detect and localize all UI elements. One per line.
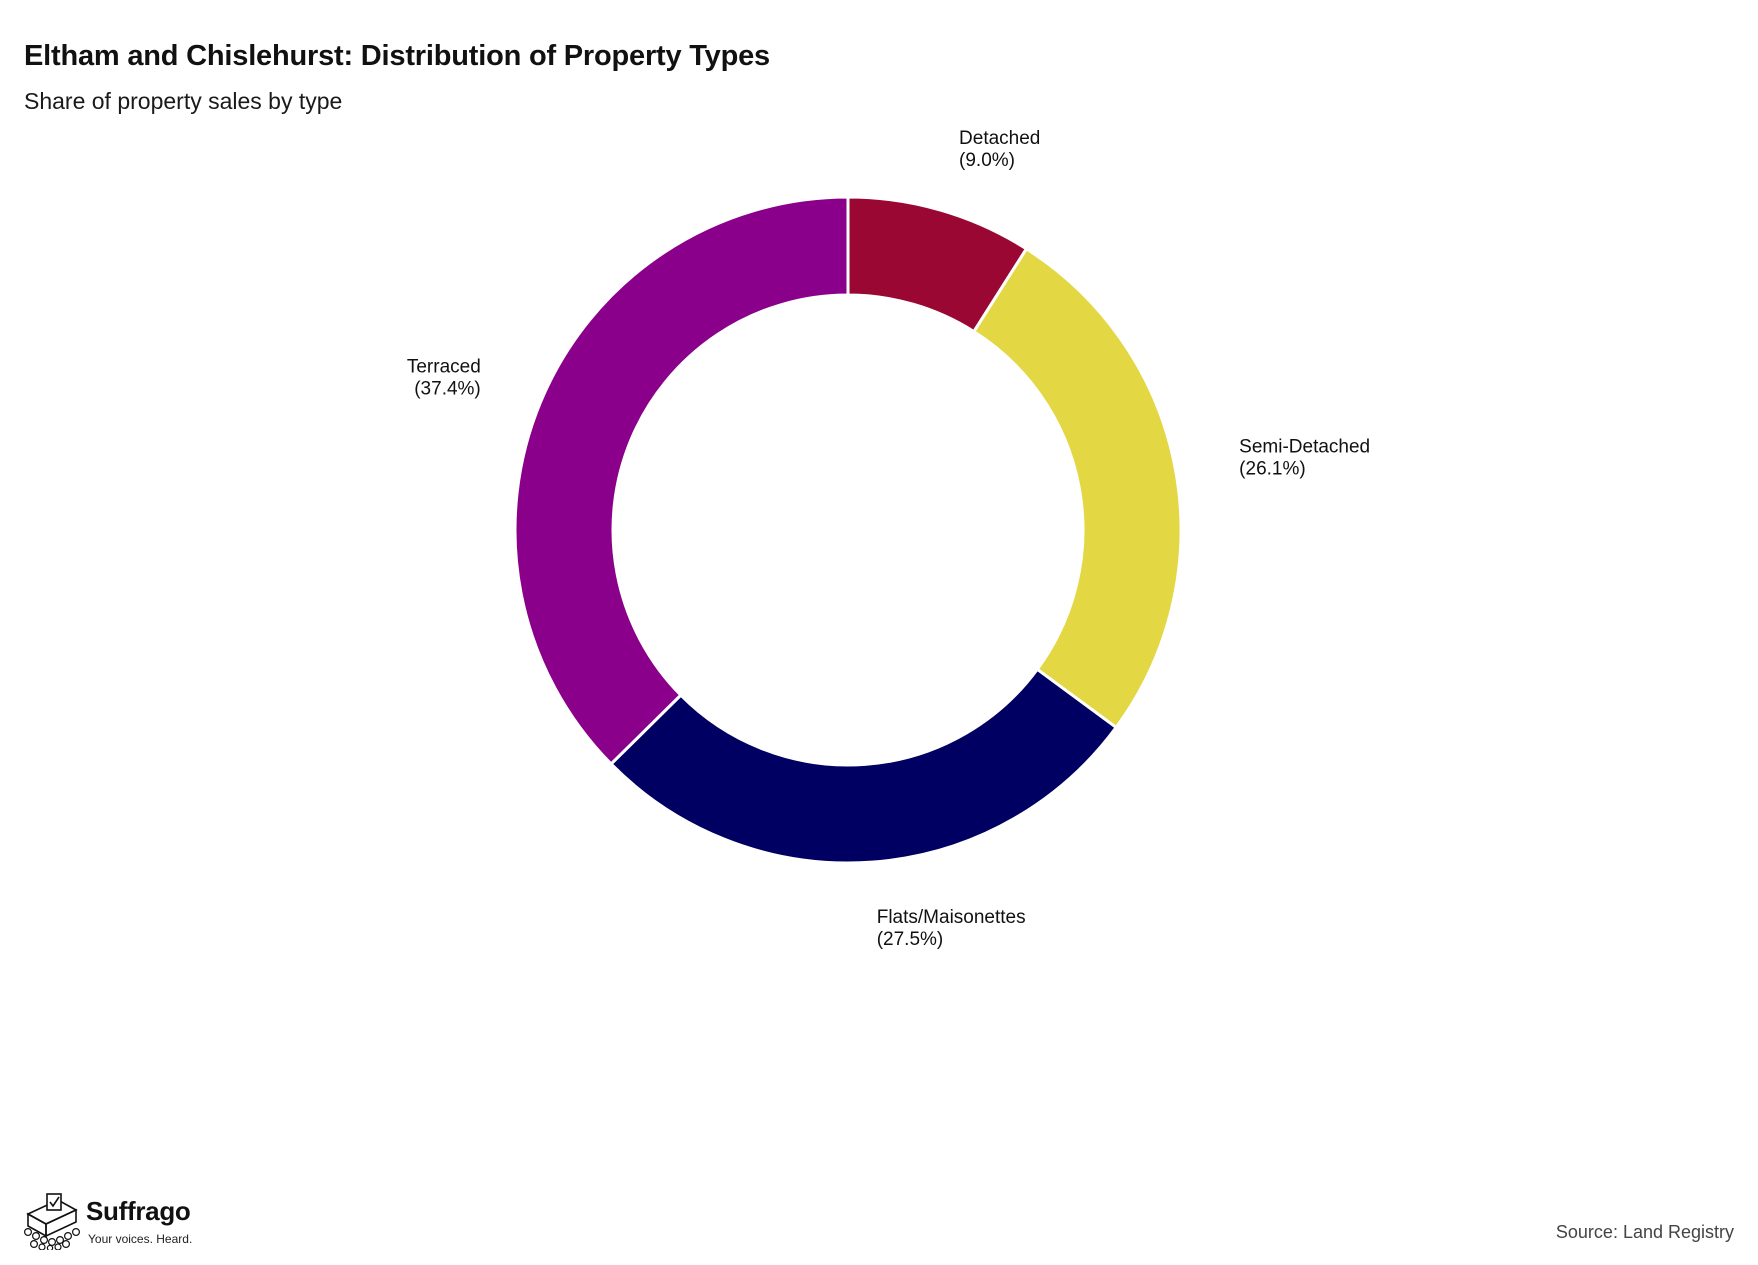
chart-title: Eltham and Chislehurst: Distribution of … [24,40,770,72]
source-note: Source: Land Registry [1555,1222,1734,1242]
slice-terraced [513,195,850,767]
logo-name: Suffrago [86,1196,191,1226]
ballot-box-crowd-icon [24,1193,80,1250]
label-detached: Detached (9.0%) [959,128,1040,171]
slice-semi-detached [971,246,1183,730]
label-semi-detached: Semi-Detached (26.1%) [1239,437,1370,480]
label-flats-maisonettes: Flats/Maisonettes (27.5%) [877,907,1026,950]
donut-slices [513,195,1183,865]
logo-tagline: Your voices. Heard. [88,1232,193,1246]
slice-flats-maisonettes [608,667,1119,865]
label-terraced: Terraced (37.4%) [407,357,481,400]
slice-labels: Detached (9.0%) Semi-Detached (26.1%) Flats/… [407,128,1370,950]
chart-subtitle: Share of property sales by type [24,88,343,114]
